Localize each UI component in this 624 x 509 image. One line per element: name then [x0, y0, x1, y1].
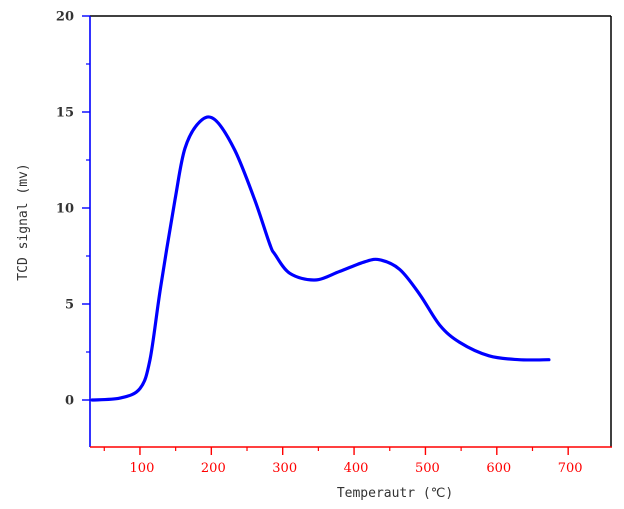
x-tick-label: 600	[486, 461, 511, 476]
x-tick-label: 700	[558, 461, 583, 476]
y-tick-label: 20	[56, 10, 74, 25]
x-axis: 100 200 300 400 500 600 700	[90, 446, 612, 476]
x-axis-title: Temperautr (℃)	[337, 486, 453, 501]
x-tick-label: 100	[130, 461, 155, 476]
y-axis: 0 5 10 15 20	[56, 10, 91, 447]
x-tick-label: 400	[344, 461, 369, 476]
tcd-signal-curve	[90, 115, 551, 402]
y-axis-title: TCD signal (mv)	[16, 163, 31, 280]
y-tick-label: 5	[65, 298, 74, 313]
y-tick-label: 10	[56, 202, 74, 217]
y-tick-label: 0	[65, 394, 74, 409]
plot-frame	[90, 15, 612, 447]
x-tick-label: 200	[201, 461, 226, 476]
x-tick-label: 500	[415, 461, 440, 476]
x-tick-label: 300	[272, 461, 297, 476]
y-tick-label: 15	[56, 106, 74, 121]
